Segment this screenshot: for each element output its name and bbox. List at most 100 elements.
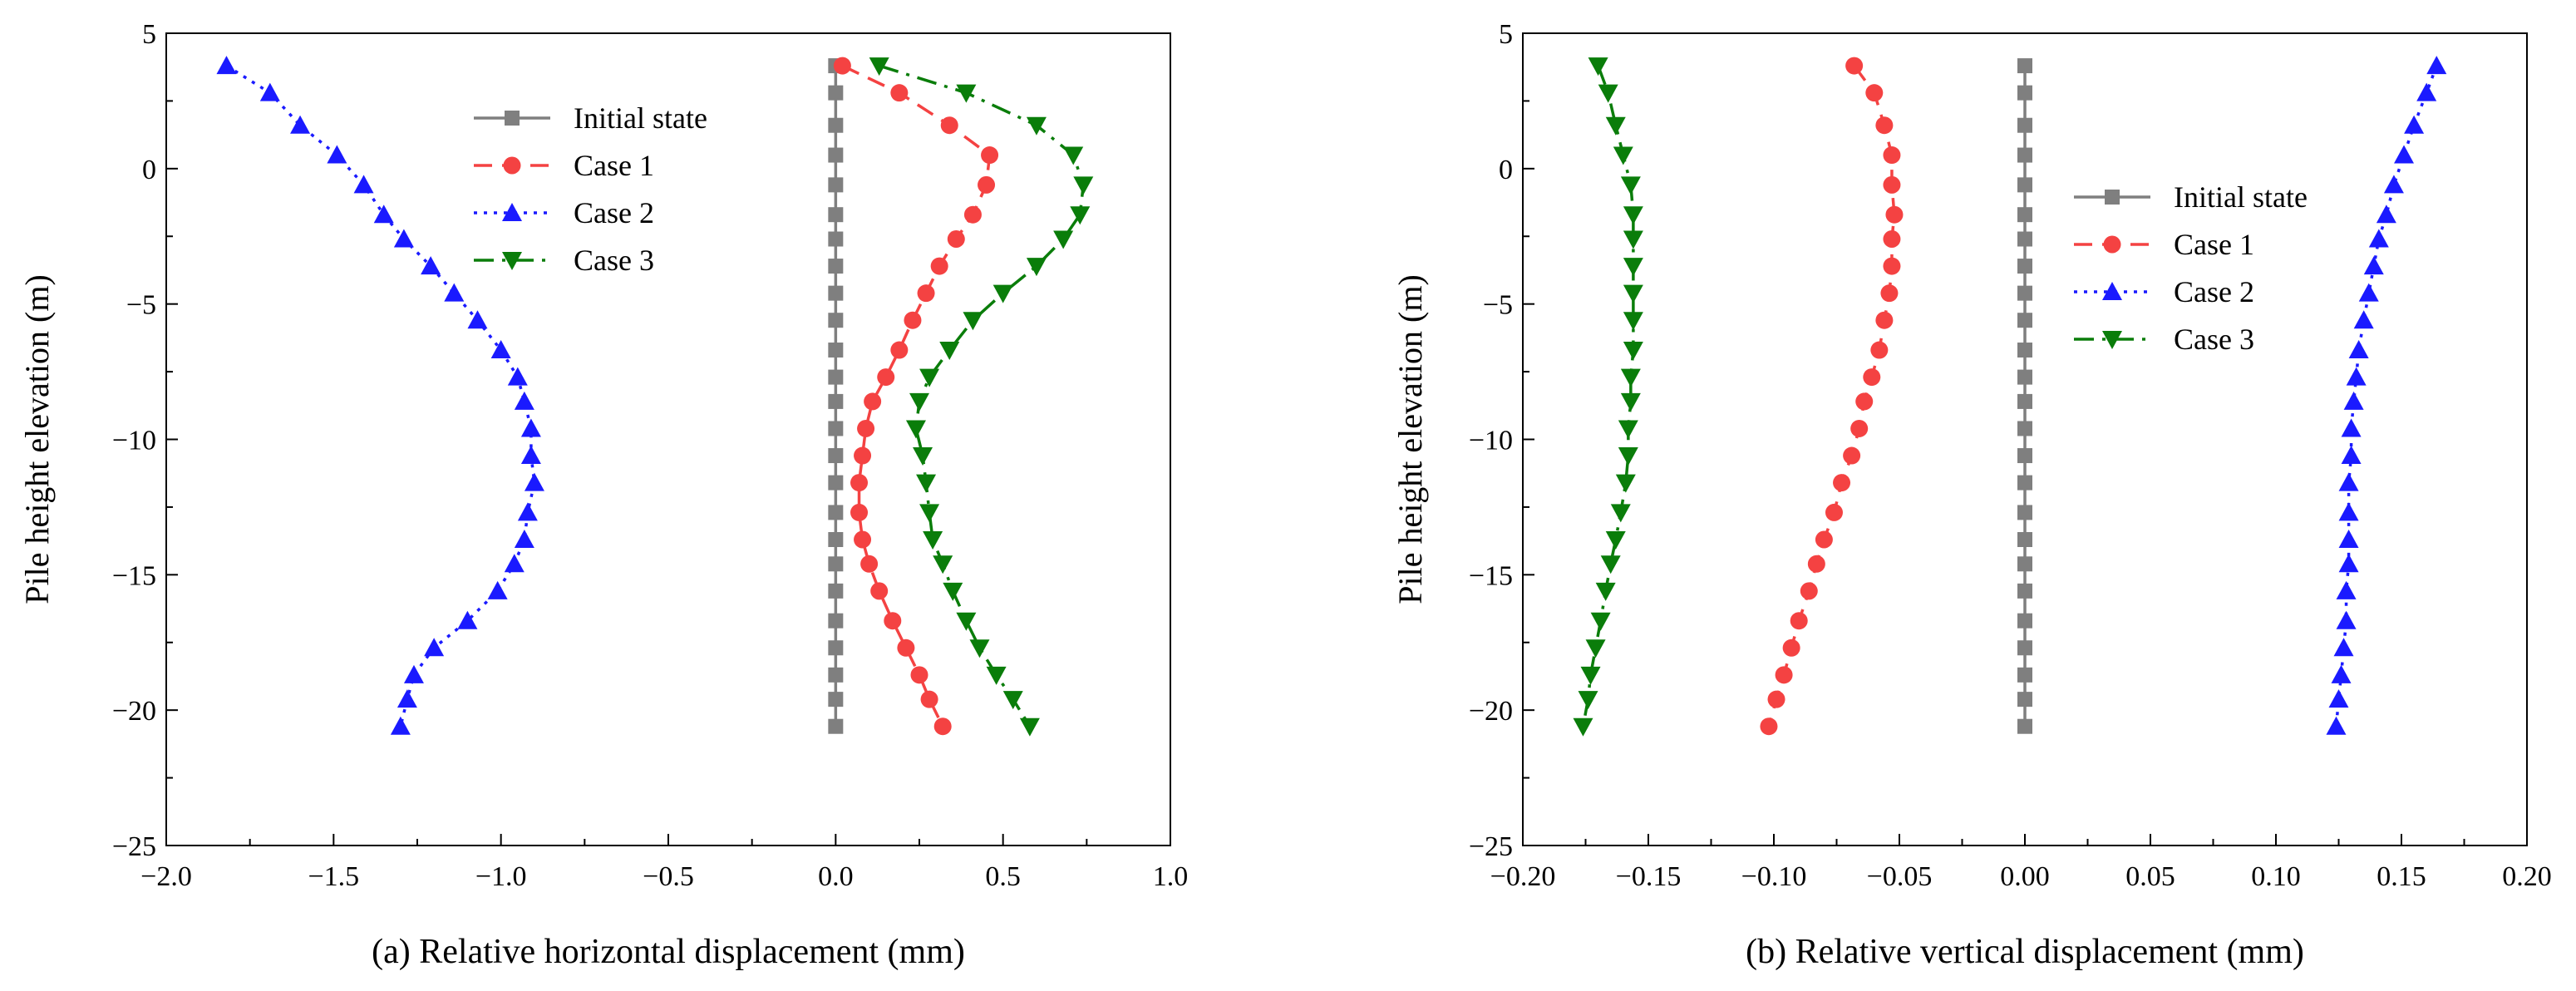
- chart-a-data-point: [467, 310, 488, 329]
- chart-a-data-point: [828, 640, 844, 656]
- chart-a-ytick-label: −25: [112, 831, 156, 862]
- chart-a: −2.0 −1.5 −1.0 −0.5 0.0 0.5 1.0 5 0 −5 −10 −15 −20 −2…: [18, 19, 1188, 971]
- chart-b-legend-label: Case 3: [2174, 323, 2254, 356]
- chart-a-ytick-label: −5: [126, 290, 156, 321]
- chart-b-data-point: [1623, 342, 1643, 361]
- chart-a-data-point: [978, 175, 996, 194]
- chart-b-caption: (b) Relative vertical displacement (mm): [1746, 933, 2304, 971]
- chart-b-data-point: [2017, 640, 2032, 656]
- chart-b-data-point: [2017, 259, 2032, 274]
- chart-a-data-point: [828, 85, 844, 101]
- chart-b-data-point: [1875, 311, 1894, 329]
- chart-a-data-point: [828, 448, 844, 464]
- chart-b-data-point: [2336, 610, 2357, 629]
- chart-b-ytick-label: 0: [1499, 155, 1513, 185]
- chart-a-data-point: [854, 446, 872, 465]
- chart-b-legend-label: Case 2: [2174, 275, 2254, 308]
- chart-b-data-point: [2017, 393, 2032, 409]
- chart-a-data-point: [444, 283, 465, 302]
- chart-a-xtick-label: −1.0: [475, 861, 527, 892]
- chart-b-data-point: [2017, 343, 2032, 358]
- chart-a-data-point: [353, 175, 374, 194]
- chart-a-data-point: [930, 257, 948, 275]
- chart-b-data-point: [1605, 116, 1626, 136]
- chart-a-data-point: [828, 177, 844, 193]
- chart-b-data-point: [2333, 638, 2354, 657]
- chart-a-data-point: [1026, 116, 1047, 136]
- chart-b-data-point: [1767, 690, 1785, 708]
- chart-a-data-point: [828, 207, 844, 223]
- chart-b-data-point: [2017, 207, 2032, 223]
- chart-b-ytick-label: −10: [1469, 426, 1513, 456]
- chart-a-data-point: [864, 392, 882, 411]
- chart-b-data-point: [1855, 392, 1874, 411]
- chart-b-data-point: [2328, 689, 2349, 708]
- chart-a-data-point: [981, 146, 999, 165]
- chart-a-data-point: [421, 256, 441, 275]
- chart-a-data-point: [913, 447, 933, 466]
- chart-b-data-point: [1588, 57, 1608, 76]
- chart-a-data-point: [956, 612, 977, 631]
- chart-a-frame: [165, 32, 1171, 846]
- chart-b-data-point: [1590, 612, 1611, 631]
- chart-b-xtick-label: −0.20: [1490, 861, 1556, 892]
- chart-a-data-point: [828, 421, 844, 436]
- chart-b-data-point: [2358, 283, 2379, 302]
- chart-b-data-point: [1845, 57, 1864, 75]
- chart-b-data-point: [1605, 530, 1626, 550]
- chart-b-data-point: [2017, 475, 2032, 491]
- chart-a-series-2: [216, 56, 544, 735]
- chart-a-legend-label: Initial state: [574, 101, 707, 135]
- chart-a-caption: (a) Relative horizontal displacement (mm…: [372, 933, 965, 971]
- chart-a-data-point: [833, 57, 851, 75]
- chart-b-legend: Initial state Case 1 Case 2 Case 3: [2074, 180, 2308, 356]
- chart-a-data-point: [897, 638, 915, 657]
- chart-b-data-point: [2017, 147, 2032, 163]
- chart-b-data-point: [1620, 176, 1641, 195]
- chart-a-data-point: [963, 312, 983, 331]
- chart-b-data-point: [2017, 505, 2032, 520]
- chart-a-data-point: [857, 419, 875, 437]
- chart-a-data-point: [933, 555, 953, 574]
- chart-a-data-point: [520, 446, 541, 465]
- chart-a-data-point: [947, 230, 965, 249]
- chart-a-legend-label: Case 1: [574, 149, 654, 182]
- chart-b-data-point: [1585, 639, 1606, 658]
- chart-b-data-point: [1760, 717, 1778, 736]
- chart-a-data-point: [909, 392, 929, 412]
- chart-a-series-line: [879, 64, 1086, 727]
- chart-a-data-point: [828, 259, 844, 274]
- chart-a-legend-marker: [505, 111, 520, 126]
- chart-b-series-1: [1760, 57, 1904, 736]
- chart-b-data-point: [1595, 582, 1616, 601]
- chart-b-data-point: [2353, 310, 2374, 329]
- chart-b-data-point: [1618, 447, 1638, 466]
- chart-a-data-point: [517, 502, 538, 521]
- chart-a-xtick-label: 0.0: [818, 861, 854, 892]
- chart-a-data-point: [490, 340, 511, 359]
- chart-a-data-point: [520, 418, 541, 437]
- chart-a-data-point: [828, 531, 844, 547]
- chart-a-data-point: [923, 530, 943, 550]
- chart-a-data-point: [828, 285, 844, 301]
- chart-a-data-point: [828, 556, 844, 572]
- chart-a-data-point: [1019, 717, 1040, 737]
- chart-a-xtick-label: −2.0: [140, 861, 192, 892]
- chart-a-data-point: [828, 692, 844, 708]
- chart-b-data-point: [2017, 556, 2032, 572]
- chart-b-data-point: [2017, 448, 2032, 464]
- chart-a-series-1: [833, 57, 999, 736]
- chart-b-ytick-label: −15: [1469, 560, 1513, 591]
- chart-a-data-point: [390, 716, 411, 735]
- chart-b-data-point: [2017, 369, 2032, 385]
- chart-a-legend-marker: [502, 252, 522, 270]
- chart-b-data-point: [2338, 529, 2359, 548]
- chart-b-data-point: [2017, 667, 2032, 683]
- chart-b-data-point: [1578, 691, 1598, 710]
- chart-a-data-point: [828, 369, 844, 385]
- chart-a-data-point: [396, 689, 417, 708]
- chart-b-data-point: [1863, 368, 1881, 387]
- chart-a-ytick-label: −10: [112, 426, 156, 456]
- chart-b-data-point: [1573, 717, 1593, 737]
- chart-a-data-point: [828, 393, 844, 409]
